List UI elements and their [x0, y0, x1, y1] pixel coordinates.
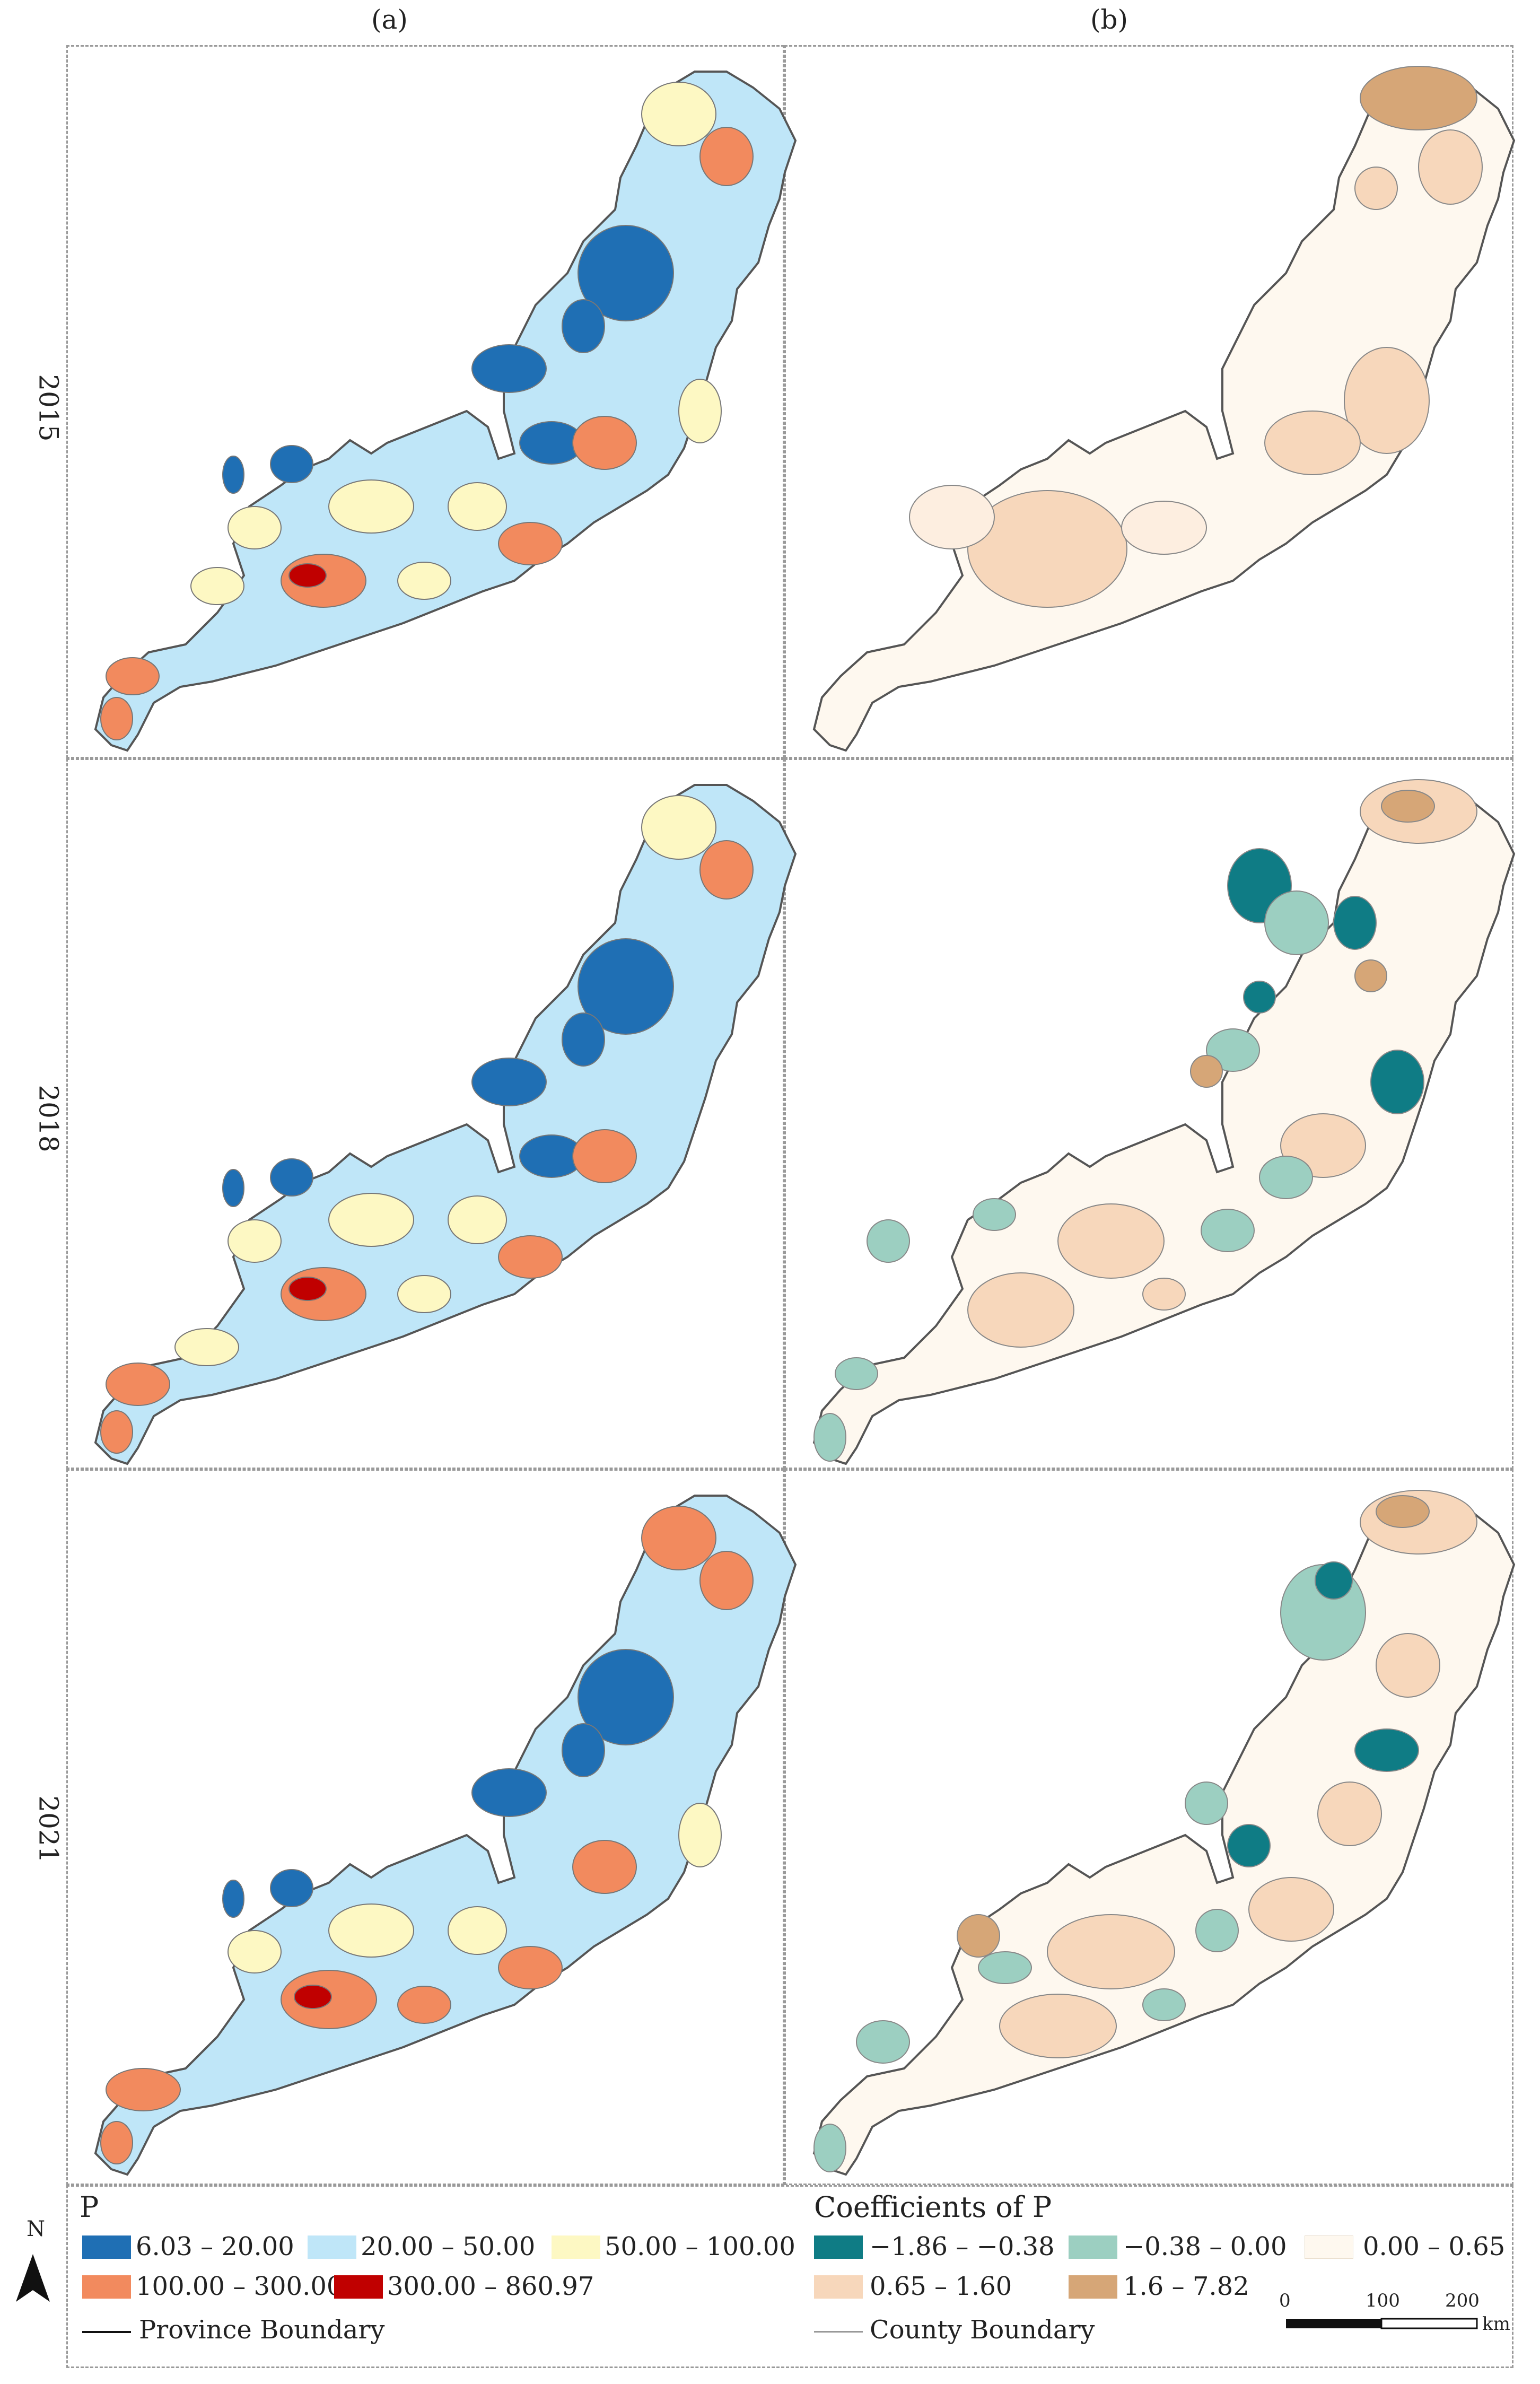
legend-a-label-1: 6.03 – 20.00: [136, 2232, 294, 2261]
legend-b-label-3: 0.00 – 0.65: [1363, 2232, 1506, 2261]
legend-a-swatch-3: [552, 2235, 600, 2259]
scale-unit: km: [1482, 2313, 1510, 2335]
legend-a-swatch-5: [334, 2275, 383, 2299]
panel-a-2021: [66, 1469, 784, 2185]
map-a-2018: [94, 784, 797, 1465]
legend-county-boundary-label: County Boundary: [870, 2315, 1095, 2345]
legend-a-swatch-4: [82, 2275, 131, 2299]
legend-b-swatch-3: [1305, 2235, 1353, 2259]
north-arrow-label: N: [27, 2217, 45, 2241]
legend-province-boundary-line: [82, 2331, 131, 2333]
north-arrow-icon: [16, 2254, 50, 2302]
panel-b-2021: [784, 1469, 1513, 2185]
legend-b-swatch-4: [814, 2275, 863, 2299]
map-a-2015: [94, 71, 797, 752]
scale-tick-200: 200: [1445, 2290, 1480, 2311]
map-b-2021: [813, 1490, 1515, 2176]
panel-a-2015: [66, 45, 784, 758]
legend-a-swatch-1: [82, 2235, 131, 2259]
column-label-a: (a): [371, 4, 408, 35]
panel-b-2018: [784, 758, 1513, 1469]
legend-b-swatch-2: [1069, 2235, 1117, 2259]
panel-b-2015: [784, 45, 1513, 758]
scale-tick-0: 0: [1279, 2290, 1291, 2311]
scale-bar: [1286, 2318, 1478, 2329]
legend-b-label-5: 1.6 – 7.82: [1123, 2272, 1249, 2301]
column-label-b: (b): [1090, 4, 1128, 35]
legend-a-swatch-2: [308, 2235, 356, 2259]
legend-b-label-1: −1.86 – −0.38: [870, 2232, 1055, 2261]
legend-a-title: P: [80, 2190, 99, 2224]
legend-a-label-4: 100.00 – 300.00: [136, 2272, 343, 2301]
legend-b-title: Coefficients of P: [814, 2190, 1052, 2224]
map-b-2018: [813, 779, 1515, 1465]
legend-b-label-4: 0.65 – 1.60: [870, 2272, 1012, 2301]
legend-a-label-3: 50.00 – 100.00: [605, 2232, 795, 2261]
panel-a-2018: [66, 758, 784, 1469]
legend-a-label-2: 20.00 – 50.00: [361, 2232, 536, 2261]
map-a-2021: [94, 1495, 797, 2176]
scale-tick-100: 100: [1366, 2290, 1400, 2311]
map-b-2015: [813, 66, 1515, 752]
legend-frame: [66, 2185, 1513, 2368]
legend-b-swatch-5: [1069, 2275, 1117, 2299]
legend-b-swatch-1: [814, 2235, 863, 2259]
legend-b-label-2: −0.38 – 0.00: [1123, 2232, 1287, 2261]
legend-province-boundary-label: Province Boundary: [139, 2315, 385, 2345]
legend-county-boundary-line: [814, 2331, 863, 2333]
legend-a-label-5: 300.00 – 860.97: [387, 2272, 594, 2301]
